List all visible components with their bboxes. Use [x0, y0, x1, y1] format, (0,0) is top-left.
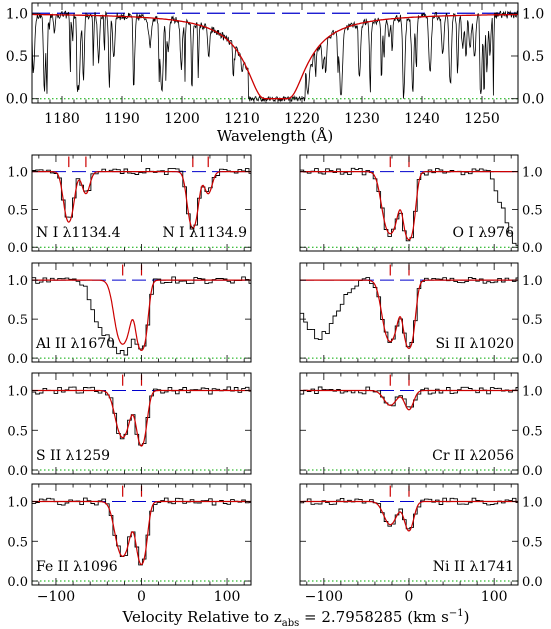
- flux-tick-label: 0.5: [7, 313, 28, 328]
- flux-tick-label: 1.0: [522, 6, 544, 22]
- flux-tick-label: 0.0: [522, 352, 543, 367]
- flux-tick-label: 0.5: [522, 203, 543, 218]
- flux-tick-label: 0.5: [7, 203, 28, 218]
- flux-tick-label: 0.5: [6, 49, 28, 65]
- wavelength-tick-label: 1220: [284, 111, 320, 127]
- flux-tick-label: 0.0: [522, 241, 543, 256]
- voigt-fit-curve: [300, 171, 518, 241]
- transition-label: N I λ1134.4: [36, 225, 121, 241]
- lya-panel: 1180 1190 1200 1210 1220 1230 1240 1250 0.0 0.0 0.…: [6, 2, 544, 127]
- flux-histogram: [32, 167, 251, 230]
- velocity-axis-label: Velocity Relative to zabs = 2.7958285 (k…: [122, 608, 470, 629]
- panel-FeII-1096: 0.0 0.5 1.0 Fe II λ1096 −100 0 100: [7, 483, 252, 605]
- panel-SiII-1020: 0.0 0.5 1.0 Si II λ1020: [299, 262, 543, 367]
- flux-tick-label: 1.0: [7, 384, 28, 399]
- flux-tick-label: 0.5: [522, 535, 543, 550]
- velocity-panels: 0.0 0.5 1.0 N I λ1134.4 N I λ1134.9 0.0 0.5 1.0…: [7, 154, 543, 605]
- flux-tick-label: 1.0: [7, 495, 28, 510]
- lya-panel-frame: [31, 2, 519, 104]
- velocity-tick-label: −100: [37, 589, 75, 605]
- flux-tick-label: 1.0: [522, 384, 543, 399]
- velocity-axis-label-sub: abs: [282, 618, 300, 629]
- velocity-axis-label-close: ): [464, 608, 470, 626]
- transition-label: N I λ1134.9: [162, 225, 247, 241]
- wavelength-tick-label: 1200: [164, 111, 200, 127]
- voigt-fit-curve: [300, 389, 518, 411]
- flux-histogram: [32, 386, 251, 446]
- flux-tick-label: 0.0: [7, 352, 28, 367]
- transition-label: Si II λ1020: [435, 336, 514, 352]
- panel-CrII-2056: 0.0 0.5 1.0 Cr II λ2056: [299, 372, 543, 479]
- panel-NI-1134.4: 0.0 0.5 1.0 N I λ1134.4 N I λ1134.9: [7, 154, 252, 256]
- panel-OI-976: 0.0 0.5 1.0 O I λ976: [299, 154, 543, 256]
- flux-histogram: [300, 497, 518, 530]
- wavelength-tick-label: 1210: [224, 111, 260, 127]
- flux-tick-label: 1.0: [6, 6, 28, 22]
- transition-label: S II λ1259: [36, 448, 110, 464]
- flux-tick-label: 0.5: [522, 313, 543, 328]
- dla-fit-curve: [32, 13, 519, 100]
- flux-tick-label: 0.5: [522, 424, 543, 439]
- wavelength-axis-label: Wavelength (Å): [217, 127, 333, 145]
- transition-label: O I λ976: [452, 225, 514, 241]
- wavelength-tick-label: 1190: [104, 111, 140, 127]
- wavelength-tick-label: 1240: [404, 111, 440, 127]
- velocity-axis-label-main: Velocity Relative to z: [122, 608, 282, 626]
- transition-label: Al II λ1670: [35, 336, 115, 352]
- voigt-fit-curve: [32, 171, 251, 229]
- transition-label: Ni II λ1741: [433, 559, 514, 575]
- panel-SII-1259: 0.0 0.5 1.0 S II λ1259: [7, 372, 252, 479]
- flux-tick-label: 1.0: [7, 274, 28, 289]
- wavelength-tick-label: 1180: [44, 111, 80, 127]
- flux-tick-label: 0.0: [7, 241, 28, 256]
- voigt-fit-curve: [32, 279, 251, 352]
- panel-AlII-1670: 0.0 0.5 1.0 Al II λ1670: [7, 262, 252, 367]
- flux-tick-label: 0.0: [6, 92, 28, 108]
- flux-tick-label: 0.5: [7, 535, 28, 550]
- flux-tick-label: 0.0: [7, 464, 28, 479]
- wavelength-tick-label: 1250: [464, 111, 500, 127]
- velocity-tick-label: −100: [305, 589, 343, 605]
- velocity-tick-label: 100: [481, 589, 508, 605]
- wavelength-tick-label: 1230: [344, 111, 380, 127]
- transition-label: Cr II λ2056: [432, 448, 514, 464]
- flux-tick-label: 0.0: [522, 92, 544, 108]
- voigt-fit-curve: [32, 500, 251, 566]
- flux-tick-label: 0.5: [7, 424, 28, 439]
- flux-tick-label: 1.0: [522, 166, 543, 181]
- voigt-fit-curve: [300, 279, 518, 350]
- flux-tick-label: 0.0: [7, 575, 28, 590]
- voigt-fit-curve: [32, 389, 251, 447]
- velocity-axis-label-sup: −1: [449, 608, 464, 619]
- flux-tick-label: 0.0: [522, 575, 543, 590]
- velocity-tick-label: 100: [214, 589, 241, 605]
- transition-label: Fe II λ1096: [36, 559, 118, 575]
- flux-tick-label: 1.0: [522, 495, 543, 510]
- velocity-axis-label-tail: = 2.7958285 (km s: [299, 608, 449, 626]
- panel-NiII-1741: 0.0 0.5 1.0 Ni II λ1741 −100 0 100: [299, 483, 543, 605]
- flux-tick-label: 1.0: [7, 166, 28, 181]
- voigt-fit-curve: [300, 500, 518, 532]
- velocity-tick-label: 0: [405, 589, 414, 605]
- flux-spectrum: [31, 10, 519, 103]
- flux-histogram: [32, 497, 251, 566]
- flux-tick-label: 0.0: [522, 464, 543, 479]
- flux-tick-label: 0.5: [522, 49, 544, 65]
- flux-tick-label: 1.0: [522, 274, 543, 289]
- velocity-tick-label: 0: [137, 589, 146, 605]
